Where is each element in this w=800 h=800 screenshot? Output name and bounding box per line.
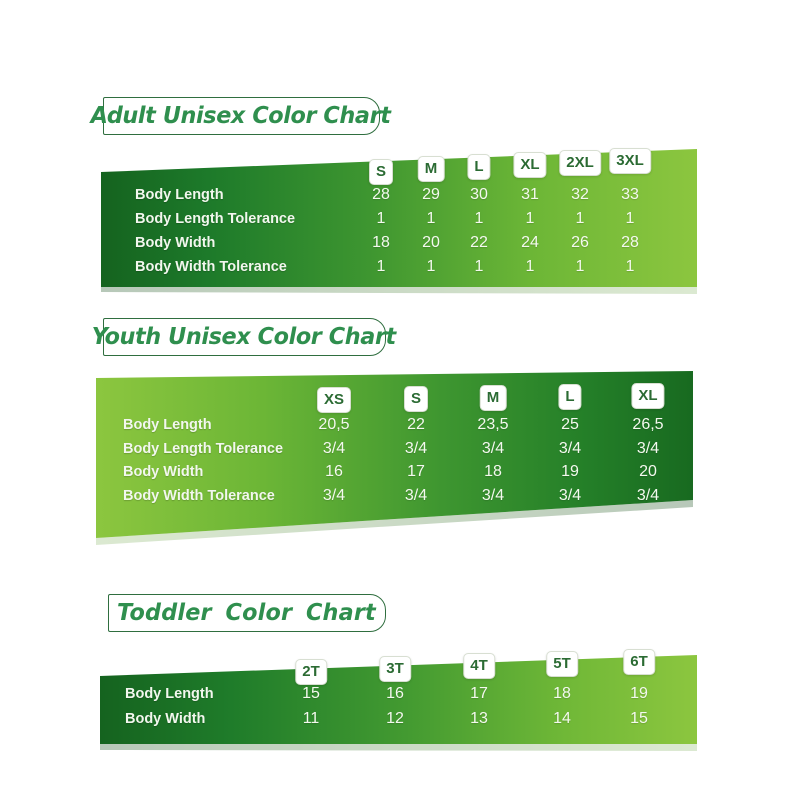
toddler-size-header-3t: 3T [379,656,411,682]
table-cell: 16 [386,685,404,702]
table-cell: 3/4 [558,487,582,504]
toddler-size-header-6t: 6T [623,649,655,675]
table-cell: 18 [484,463,502,480]
table-cell: 17 [470,685,488,702]
youth-size-header-xs: XS [316,387,352,413]
table-cell: 26,5 [632,416,664,433]
toddler-row-label-body-width: Body Width [125,711,206,727]
table-cell: 1 [625,258,635,275]
youth-size-header-xl: XL [631,383,665,409]
table-cell: 3/4 [322,440,346,457]
table-cell: 1 [525,258,535,275]
table-cell: 20 [422,234,440,251]
toddler-size-header-4t: 4T [463,653,495,679]
youth-size-header-s: S [403,386,429,412]
table-cell: 19 [561,463,579,480]
adult-row-label-body-width-tolerance: Body Width Tolerance [135,259,287,275]
youth-size-header-l: L [558,384,582,410]
youth-row-label-body-length: Body Length [123,417,212,433]
table-cell: 12 [386,710,404,727]
adult-size-header-2xl: 2XL [559,150,601,176]
adult-chart-title: Adult Unisex Color Chart [90,103,391,129]
table-cell: 29 [422,186,440,203]
table-cell: 15 [630,710,648,727]
table-cell: 1 [376,210,386,227]
adult-row-label-body-length-tolerance: Body Length Tolerance [135,211,296,227]
table-cell: 3/4 [404,487,428,504]
adult-row-label-body-width: Body Width [135,235,216,251]
table-cell: 18 [372,234,390,251]
table-cell: 18 [553,685,571,702]
table-cell: 3/4 [558,440,582,457]
youth-row-label-body-width: Body Width [123,464,204,480]
adult-size-header-3xl: 3XL [609,148,651,174]
table-cell: 30 [470,186,488,203]
toddler-size-header-5t: 5T [546,651,578,677]
youth-row-label-body-length-tolerance: Body Length Tolerance [123,441,284,457]
toddler-size-header-2t: 2T [295,659,327,685]
table-cell: 3/4 [481,487,505,504]
table-cell: 26 [571,234,589,251]
table-cell: 28 [621,234,639,251]
adult-row-label-body-length: Body Length [135,187,224,203]
table-cell: 1 [376,258,386,275]
table-cell: 1 [575,258,585,275]
adult-chart-title-box: Adult Unisex Color Chart [91,97,391,135]
table-cell: 25 [561,416,579,433]
table-cell: 1 [474,210,484,227]
table-cell: 11 [302,710,320,727]
table-cell: 17 [407,463,425,480]
table-cell: 1 [525,210,535,227]
adult-size-header-m: M [417,156,445,182]
youth-size-header-m: M [479,385,507,411]
table-cell: 22 [407,416,425,433]
table-cell: 20 [639,463,657,480]
table-cell: 1 [426,258,436,275]
table-cell: 24 [521,234,539,251]
table-cell: 1 [625,210,635,227]
table-cell: 3/4 [636,487,660,504]
adult-size-header-l: L [467,154,491,180]
table-cell: 33 [621,186,639,203]
table-cell: 1 [474,258,484,275]
table-cell: 15 [302,685,320,702]
adult-size-header-xl: XL [513,152,547,178]
youth-chart-title: Youth Unisex Color Chart [91,324,396,350]
adult-size-header-s: S [368,159,394,185]
table-cell: 3/4 [322,487,346,504]
youth-chart-title-box: Youth Unisex Color Chart [91,318,396,356]
table-cell: 31 [521,186,539,203]
table-cell: 16 [325,463,343,480]
table-cell: 20,5 [318,416,350,433]
table-cell: 3/4 [636,440,660,457]
table-cell: 14 [553,710,571,727]
toddler-chart-title: Toddler Color Chart [116,600,376,626]
table-cell: 1 [575,210,585,227]
table-cell: 32 [571,186,589,203]
table-cell: 28 [372,186,390,203]
table-cell: 13 [470,710,488,727]
table-cell: 3/4 [481,440,505,457]
toddler-row-label-body-length: Body Length [125,686,214,702]
table-cell: 3/4 [404,440,428,457]
table-cell: 23,5 [477,416,509,433]
table-cell: 22 [470,234,488,251]
table-cell: 19 [630,685,648,702]
table-cell: 1 [426,210,436,227]
youth-row-label-body-width-tolerance: Body Width Tolerance [123,488,275,504]
toddler-chart-title-box: Toddler Color Chart [108,594,386,632]
